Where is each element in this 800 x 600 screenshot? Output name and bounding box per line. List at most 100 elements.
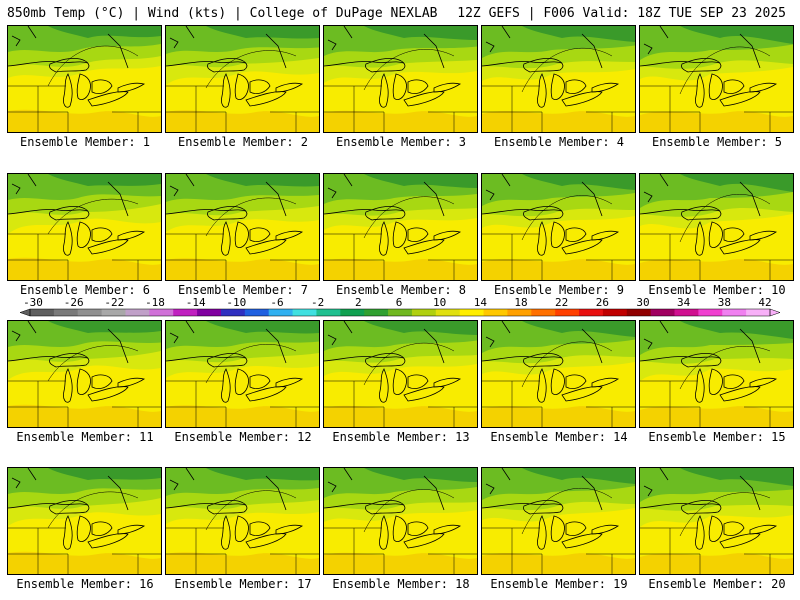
ensemble-member-label: Ensemble Member: 15: [648, 430, 786, 444]
colorbar-tick-label: 2: [355, 296, 362, 309]
ensemble-member-map[interactable]: [639, 320, 794, 428]
temperature-map: [482, 468, 635, 574]
temperature-map: [166, 321, 319, 427]
ensemble-member-map[interactable]: [481, 25, 636, 133]
ensemble-member-label: Ensemble Member: 3: [335, 135, 467, 149]
colorbar-swatch: [149, 309, 174, 316]
colorbar-tick-label: 38: [718, 296, 731, 309]
temperature-map: [8, 468, 161, 574]
colorbar-swatch: [340, 309, 365, 316]
ensemble-member-map[interactable]: [323, 320, 478, 428]
colorbar-swatch: [292, 309, 317, 316]
colorbar-tick-label: -6: [270, 296, 283, 309]
temperature-map: [482, 26, 635, 132]
ensemble-member-label: Ensemble Member: 2: [177, 135, 309, 149]
colorbar-swatch: [220, 309, 246, 316]
colorbar-tick-label: 30: [636, 296, 649, 309]
temperature-map: [324, 174, 477, 280]
temperature-map: [640, 174, 793, 280]
product-title: 850mb Temp (°C) | Wind (kts) | College o…: [7, 6, 438, 21]
colorbar-swatch: [316, 309, 341, 316]
colorbar-tick-label: 34: [677, 296, 691, 309]
ensemble-member-map[interactable]: [639, 25, 794, 133]
colorbar-swatch: [268, 309, 294, 316]
temperature-map: [8, 321, 161, 427]
colorbar-outline: [29, 308, 771, 317]
colorbar-swatch: [125, 309, 150, 316]
colorbar-swatch: [698, 309, 723, 316]
temperature-map: [640, 468, 793, 574]
temperature-map: [324, 468, 477, 574]
ensemble-member-map[interactable]: [481, 320, 636, 428]
colorbar-swatch: [244, 309, 270, 316]
colorbar-swatch: [77, 309, 103, 316]
ensemble-member-map[interactable]: [639, 467, 794, 575]
colorbar-swatch: [459, 309, 485, 316]
colorbar-tick-label: -30: [23, 296, 43, 309]
temperature-map: [324, 321, 477, 427]
colorbar-swatch: [411, 309, 437, 316]
ensemble-member-map[interactable]: [323, 173, 478, 281]
colorbar-tick-label: 22: [555, 296, 568, 309]
ensemble-member-label: Ensemble Member: 20: [648, 577, 786, 591]
colorbar-swatch: [101, 309, 126, 316]
colorbar-swatch: [53, 309, 79, 316]
ensemble-member-map[interactable]: [323, 25, 478, 133]
ensemble-member-map[interactable]: [165, 173, 320, 281]
ensemble-member-map[interactable]: [7, 173, 162, 281]
colorbar-arrow: [769, 308, 781, 317]
colorbar-swatch: [483, 309, 508, 316]
colorbar-tick-label: 10: [433, 296, 446, 309]
colorbar-tick-label: 14: [474, 296, 488, 309]
colorbar-swatch: [435, 309, 461, 316]
colorbar-tick-label: -2: [311, 296, 324, 309]
ensemble-member-label: Ensemble Member: 6: [19, 283, 151, 297]
temperature-map: [324, 26, 477, 132]
colorbar-swatch: [364, 309, 389, 316]
colorbar-swatch: [173, 309, 198, 316]
ensemble-member-label: Ensemble Member: 19: [490, 577, 628, 591]
colorbar-swatch: [746, 309, 771, 316]
colorbar-tick-label: 42: [758, 296, 771, 309]
colorbar-tick-label: -14: [186, 296, 206, 309]
colorbar-tick-label: 18: [514, 296, 527, 309]
ensemble-member-map[interactable]: [639, 173, 794, 281]
temperature-map: [640, 321, 793, 427]
ensemble-member-map[interactable]: [165, 320, 320, 428]
colorbar-tick-label: -10: [226, 296, 246, 309]
ensemble-member-label: Ensemble Member: 11: [16, 430, 154, 444]
colorbar-tick-label: 6: [396, 296, 403, 309]
colorbar-swatch: [650, 309, 676, 316]
temperature-map: [8, 26, 161, 132]
colorbar-swatch: [555, 309, 580, 316]
temperature-map: [8, 174, 161, 280]
colorbar-tick-label: -26: [64, 296, 84, 309]
ensemble-member-label: Ensemble Member: 13: [332, 430, 470, 444]
model-run-valid-time: 12Z GEFS | F006 Valid: 18Z TUE SEP 23 20…: [457, 6, 786, 21]
ensemble-member-map[interactable]: [481, 173, 636, 281]
temperature-map: [482, 174, 635, 280]
colorbar-swatch: [30, 309, 55, 316]
temperature-map: [482, 321, 635, 427]
temperature-map: [166, 468, 319, 574]
ensemble-member-map[interactable]: [165, 25, 320, 133]
colorbar-swatch: [602, 309, 628, 316]
ensemble-member-label: Ensemble Member: 17: [174, 577, 312, 591]
temperature-map: [640, 26, 793, 132]
ensemble-member-map[interactable]: [7, 320, 162, 428]
ensemble-member-map[interactable]: [7, 25, 162, 133]
ensemble-member-map[interactable]: [323, 467, 478, 575]
ensemble-member-map[interactable]: [481, 467, 636, 575]
ensemble-member-label: Ensemble Member: 7: [177, 283, 309, 297]
ensemble-member-map[interactable]: [7, 467, 162, 575]
ensemble-member-label: Ensemble Member: 5: [651, 135, 783, 149]
ensemble-member-label: Ensemble Member: 1: [19, 135, 151, 149]
colorbar-arrow: [19, 308, 31, 317]
ensemble-member-label: Ensemble Member: 10: [648, 283, 786, 297]
colorbar-tick-label: 26: [596, 296, 609, 309]
ensemble-member-label: Ensemble Member: 14: [490, 430, 628, 444]
ensemble-member-map[interactable]: [165, 467, 320, 575]
ensemble-member-label: Ensemble Member: 4: [493, 135, 625, 149]
colorbar-swatch: [722, 309, 747, 316]
ensemble-member-label: Ensemble Member: 9: [493, 283, 625, 297]
